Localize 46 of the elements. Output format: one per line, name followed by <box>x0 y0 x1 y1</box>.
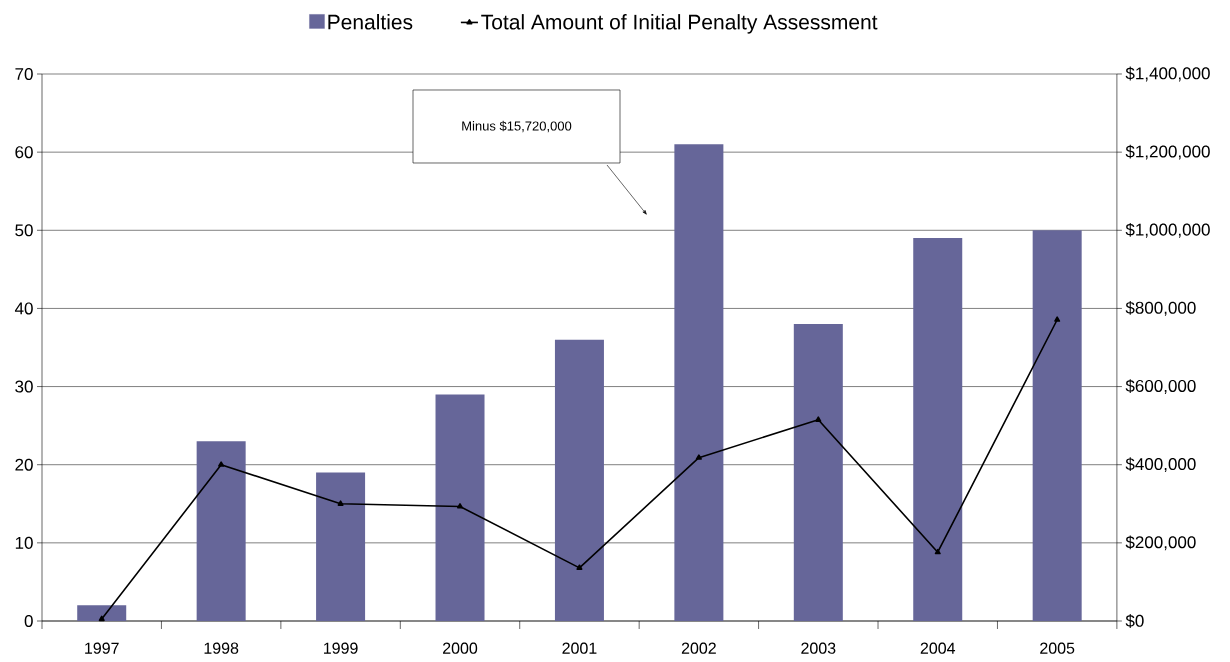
point <box>576 564 583 570</box>
y-tick-label: 20 <box>15 458 33 471</box>
y2-tick-label: $1,200,000 <box>1125 144 1210 160</box>
bar <box>913 238 963 621</box>
legend-label: Penalties <box>328 14 413 30</box>
x-tick-label: 2005 <box>1040 642 1075 654</box>
y-tick-label: 40 <box>14 302 33 315</box>
y2-tick-label: $1,400,000 <box>1125 66 1210 82</box>
y-tick-label: 50 <box>15 224 33 237</box>
point <box>1054 316 1061 322</box>
bar <box>1032 230 1082 621</box>
bar <box>793 324 843 621</box>
x-tick-label: 2002 <box>681 642 716 654</box>
x-tick-label: 1998 <box>204 642 239 654</box>
y2-tick-label: $200,000 <box>1125 535 1196 551</box>
y-tick-label: 60 <box>15 146 33 159</box>
point <box>98 615 105 622</box>
point <box>815 416 822 422</box>
y-tick-label: 70 <box>15 67 33 81</box>
y-tick-label: 30 <box>15 380 33 393</box>
bar <box>674 144 724 621</box>
point <box>456 503 464 509</box>
x-tick-label: 2000 <box>443 642 478 654</box>
point <box>695 454 702 460</box>
bar <box>554 339 604 621</box>
y-tick-label: 10 <box>15 536 33 549</box>
x-tick-label: 1999 <box>324 642 358 654</box>
x-tick-label: 1997 <box>85 642 119 654</box>
bar <box>435 394 485 621</box>
annotation: Minus $15,720,000 <box>462 120 572 133</box>
point <box>218 461 225 467</box>
y2-tick-label: $600,000 <box>1125 379 1196 394</box>
y2-tick-label: $400,000 <box>1125 457 1196 473</box>
x-tick-label: 2001 <box>562 642 597 654</box>
y2-tick-label: $800,000 <box>1125 301 1196 316</box>
point <box>934 548 941 555</box>
y2-tick-label: $1,000,000 <box>1125 222 1210 238</box>
x-tick-label: 2003 <box>801 642 836 654</box>
bar <box>196 441 246 621</box>
bar <box>77 605 127 621</box>
x-tick-label: 2004 <box>920 642 956 654</box>
y2-tick-label: $0 <box>1125 614 1144 628</box>
legend-label: Total Amount of Initial Penalty Assessment <box>481 14 878 34</box>
point <box>337 500 344 506</box>
y-tick-label: 0 <box>24 614 33 628</box>
bar <box>316 472 366 621</box>
